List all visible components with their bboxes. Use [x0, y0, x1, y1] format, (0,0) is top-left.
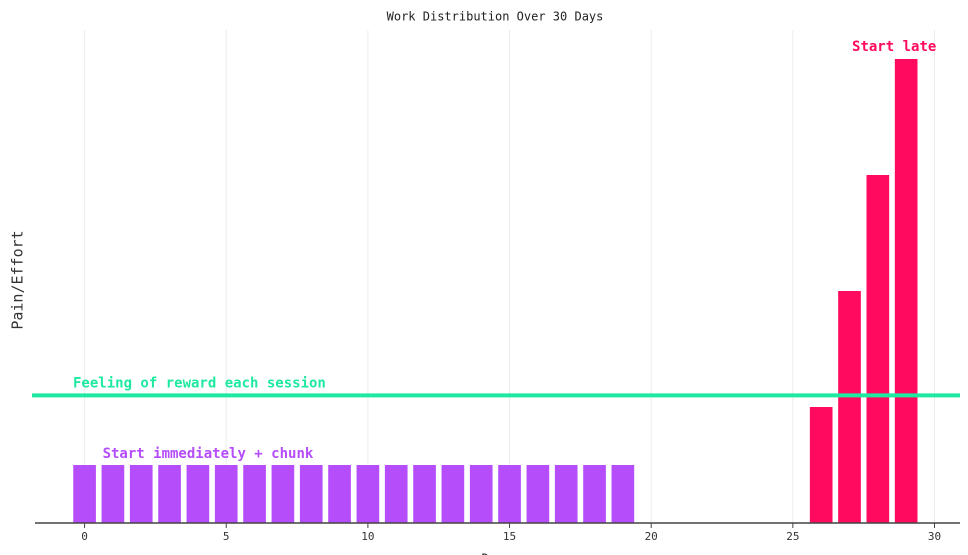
- series-label: Start immediately + chunk: [103, 446, 314, 462]
- bar: [158, 465, 181, 523]
- x-tick-label: 5: [223, 530, 230, 543]
- x-tick-label: 0: [81, 530, 88, 543]
- bar: [328, 465, 351, 523]
- x-tick-label: 30: [928, 530, 941, 543]
- bar: [384, 465, 408, 523]
- bar: [271, 465, 295, 523]
- bar: [498, 465, 521, 523]
- bar: [413, 465, 436, 523]
- bar: [299, 465, 323, 523]
- bar: [73, 465, 96, 523]
- bar: [866, 175, 890, 523]
- bar: [554, 465, 578, 523]
- x-axis-label: Days: [481, 553, 512, 555]
- bar: [894, 59, 918, 523]
- x-tick-label: 15: [503, 530, 516, 543]
- bar: [809, 407, 833, 523]
- bar: [611, 465, 635, 523]
- bar: [101, 465, 125, 523]
- bar: [186, 465, 210, 523]
- bar: [583, 465, 606, 523]
- bar: [129, 465, 153, 523]
- bar: [214, 465, 238, 523]
- chart-title: Work Distribution Over 30 Days: [387, 10, 604, 24]
- x-tick-label: 20: [645, 530, 658, 543]
- bar: [356, 465, 380, 523]
- y-axis-label: Pain/Effort: [9, 230, 27, 329]
- series-label: Start late: [852, 39, 936, 55]
- reference-label: Feeling of reward each session: [73, 375, 326, 391]
- bar: [838, 291, 861, 523]
- x-tick-label: 10: [361, 530, 374, 543]
- bar: [441, 465, 465, 523]
- x-tick-label: 25: [786, 530, 799, 543]
- bar: [243, 465, 266, 523]
- bar: [469, 465, 493, 523]
- bar: [526, 465, 550, 523]
